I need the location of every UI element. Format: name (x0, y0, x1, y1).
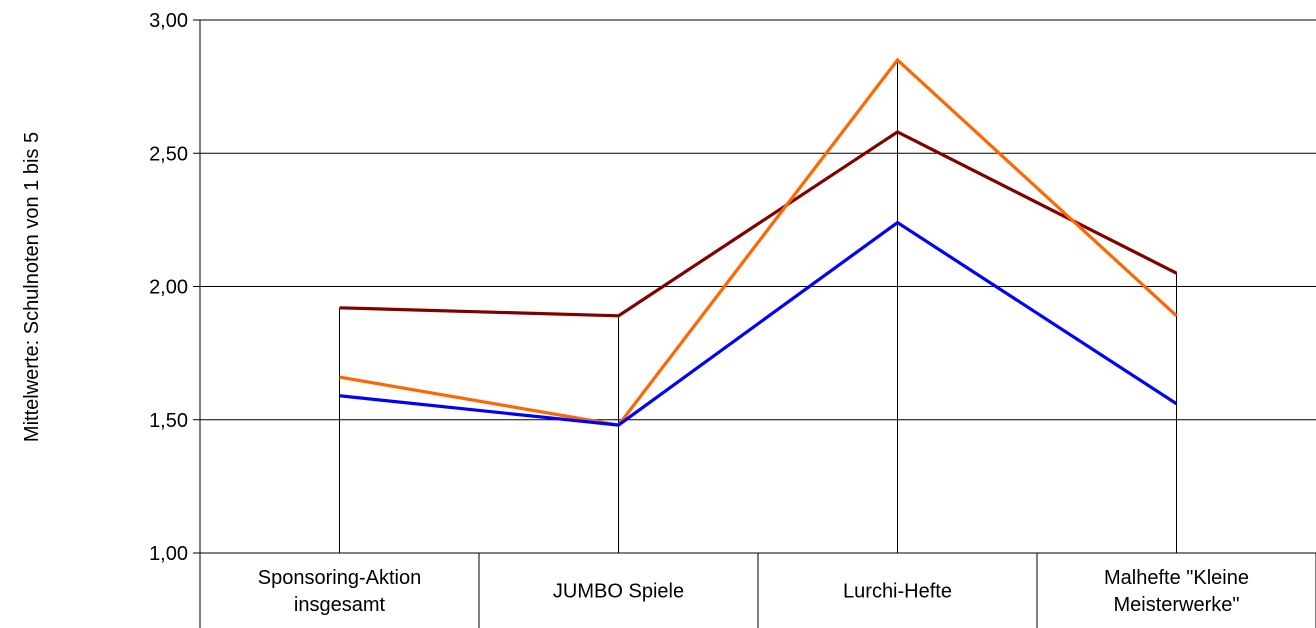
category-label: Lurchi-Hefte (843, 581, 952, 603)
y-axis-title: Mittelwerte: Schulnoten von 1 bis 5 (21, 132, 43, 442)
category-label: Malhefte "Kleine Meisterwerke" (1104, 567, 1249, 616)
series-line-3 (339, 220, 1178, 427)
series-lines (339, 57, 1178, 427)
y-tick-label: 1,50 (149, 410, 188, 432)
series-line-1 (339, 130, 1178, 318)
category-labels: Sponsoring-Aktion insgesamt JUMBO Spiele Lu… (258, 567, 1249, 616)
y-tick-labels: 1,00 1,50 2,00 2,50 3,00 (149, 10, 188, 565)
y-tick-label: 2,00 (149, 277, 188, 299)
y-tick-label: 3,00 (149, 10, 188, 32)
series-line-2 (339, 57, 1178, 427)
grid-lines (200, 19, 1316, 421)
axes (193, 19, 1316, 628)
category-label: Sponsoring-Aktion insgesamt (258, 567, 421, 616)
drop-lines (339, 59, 1177, 553)
y-tick-label: 1,00 (149, 543, 188, 565)
category-label: JUMBO Spiele (553, 581, 684, 603)
y-tick-label: 2,50 (149, 143, 188, 165)
